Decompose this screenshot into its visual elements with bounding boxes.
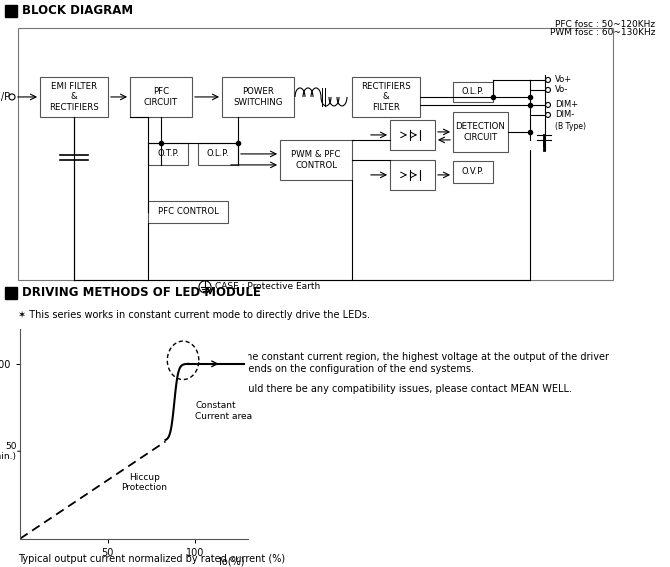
Bar (18, 28, 613, 280)
Text: PWM & PFC
CONTROL: PWM & PFC CONTROL (291, 150, 340, 170)
Bar (198, 143, 238, 165)
Circle shape (545, 87, 551, 92)
Text: BLOCK DIAGRAM: BLOCK DIAGRAM (22, 5, 133, 18)
Bar (352, 77, 420, 117)
Bar (453, 161, 493, 183)
Text: ✶ This series works in constant current mode to directly drive the LEDs.: ✶ This series works in constant current … (18, 310, 370, 320)
Bar (453, 112, 508, 152)
Text: Vo+: Vo+ (555, 75, 572, 84)
Text: O.L.P.: O.L.P. (206, 150, 229, 158)
Circle shape (545, 78, 551, 82)
Text: O.T.P.: O.T.P. (157, 150, 179, 158)
Bar (148, 143, 188, 165)
Text: CASE : Protective Earth: CASE : Protective Earth (215, 282, 320, 291)
Circle shape (545, 112, 551, 117)
Text: Typical output current normalized by rated current (%): Typical output current normalized by rat… (18, 554, 285, 564)
Bar (390, 120, 435, 150)
Text: 50
(min.): 50 (min.) (0, 442, 17, 461)
Text: Constant
Current area: Constant Current area (196, 401, 253, 421)
Text: depends on the configuration of the end systems.: depends on the configuration of the end … (230, 363, 474, 374)
Bar (5, 286, 17, 299)
Circle shape (545, 103, 551, 107)
Text: RECTIFIERS
&
FILTER: RECTIFIERS & FILTER (361, 82, 411, 112)
Bar (222, 77, 294, 117)
Text: Io(%): Io(%) (219, 556, 245, 566)
Text: Hiccup
Protection: Hiccup Protection (121, 473, 168, 492)
Circle shape (199, 281, 211, 293)
Text: PWM fosc : 60~130KHz: PWM fosc : 60~130KHz (549, 28, 655, 37)
Text: Vo-: Vo- (555, 86, 568, 95)
Text: DIM-: DIM- (555, 111, 574, 120)
Bar (148, 201, 228, 223)
Bar (40, 77, 108, 117)
Text: DETECTION
CIRCUIT: DETECTION CIRCUIT (456, 122, 505, 142)
Text: POWER
SWITCHING: POWER SWITCHING (233, 87, 283, 107)
Text: O.V.P.: O.V.P. (462, 167, 484, 176)
Bar (453, 82, 493, 102)
Text: In the constant current region, the highest voltage at the output of the driver: In the constant current region, the high… (230, 352, 609, 362)
Text: I/P: I/P (0, 92, 10, 102)
Bar (280, 140, 352, 180)
Text: Should there be any compatibility issues, please contact MEAN WELL.: Should there be any compatibility issues… (230, 384, 572, 393)
Bar (5, 5, 17, 17)
Bar (390, 160, 435, 190)
Text: O.L.P.: O.L.P. (462, 87, 484, 96)
Text: (B Type): (B Type) (555, 122, 586, 132)
Text: PFC CONTROL: PFC CONTROL (157, 208, 218, 217)
Text: PFC
CIRCUIT: PFC CIRCUIT (144, 87, 178, 107)
Text: EMI FILTER
&
RECTIFIERS: EMI FILTER & RECTIFIERS (49, 82, 99, 112)
Circle shape (9, 94, 15, 100)
Text: PFC fosc : 50~120KHz: PFC fosc : 50~120KHz (555, 20, 655, 29)
Bar (130, 77, 192, 117)
Text: DIM+: DIM+ (555, 100, 578, 109)
Text: DRIVING METHODS OF LED MODULE: DRIVING METHODS OF LED MODULE (22, 286, 261, 299)
